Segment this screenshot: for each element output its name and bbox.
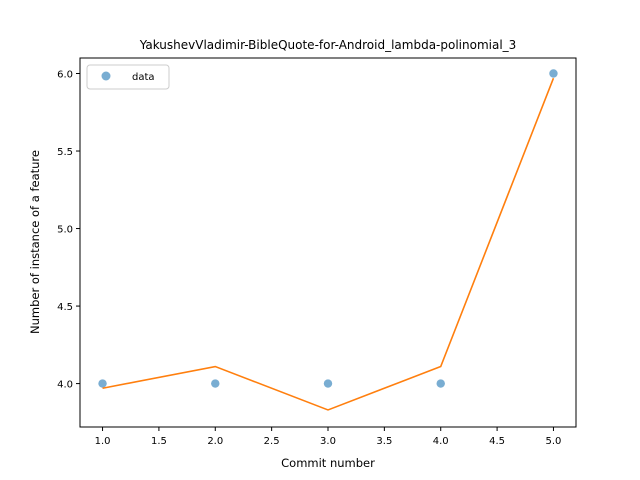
- data-point-0: [98, 379, 107, 388]
- x-tick-label-2: 2.0: [207, 436, 223, 447]
- data-point-1: [211, 379, 220, 388]
- y-tick-label-1: 4.5: [57, 302, 73, 313]
- legend: data: [86, 64, 170, 90]
- legend-marker-data: [101, 71, 111, 81]
- series-line-1: [102, 77, 555, 411]
- data-point-2: [323, 379, 333, 388]
- x-tick-label-6: 4.0: [433, 436, 449, 447]
- data-point-4: [549, 69, 558, 78]
- y-tick-label-3: 5.5: [57, 147, 73, 158]
- y-axis-label: Number of instance of a feature: [28, 150, 42, 334]
- x-tick-label-1: 1.5: [151, 436, 167, 447]
- legend-box: [86, 64, 170, 90]
- x-tick-label-7: 4.5: [489, 436, 505, 447]
- x-tick-label-4: 3.0: [320, 436, 336, 447]
- x-tick-label-5: 3.5: [376, 436, 392, 447]
- data-point-3: [436, 379, 445, 388]
- x-axis-label: Commit number: [281, 456, 375, 470]
- y-tick-label-4: 6.0: [57, 70, 73, 81]
- y-tick-label-2: 5.0: [57, 225, 73, 236]
- x-tick-label-0: 1.0: [95, 436, 111, 447]
- legend-label-data: data: [132, 72, 155, 83]
- x-tick-label-3: 2.5: [264, 436, 280, 447]
- x-tick-label-8: 5.0: [546, 436, 562, 447]
- plot-area: 1.0 1.5 2.0 2.5 3.0 3.5 4.0 4.5 5.0 4.0 4.5 5.0 5.5 6…: [57, 57, 577, 447]
- chart-title: YakushevVladimir-BibleQuote-for-Android_…: [139, 38, 517, 52]
- y-tick-label-0: 4.0: [57, 380, 73, 391]
